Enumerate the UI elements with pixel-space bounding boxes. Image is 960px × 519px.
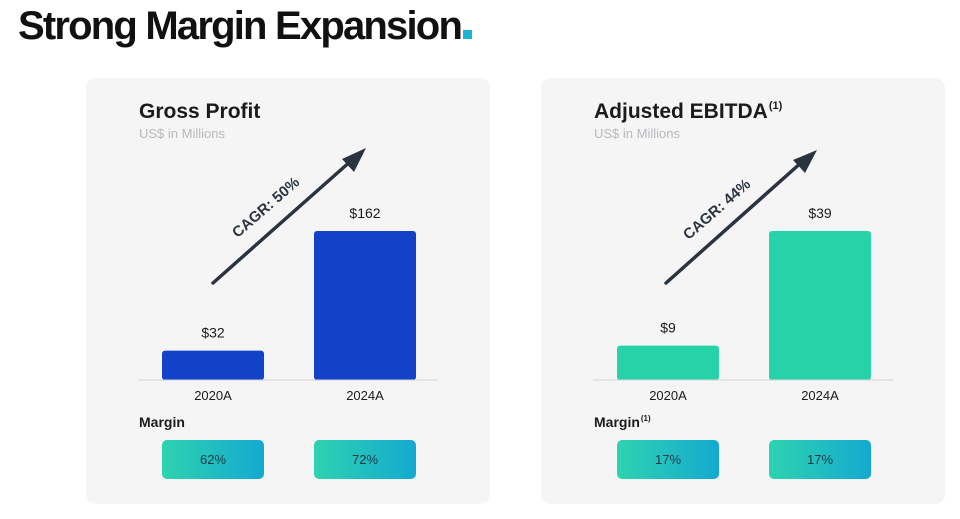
margin-label: Margin	[139, 414, 186, 430]
page-title-text: Strong Margin Expansion	[18, 4, 463, 48]
gross-profit-chart: $32 2020A $162 2024A CAGR: 50%	[138, 148, 438, 403]
chart-title-text: Gross Profit	[139, 100, 261, 123]
bars: $32 2020A $162 2024A	[162, 205, 416, 403]
bar-2024a	[314, 231, 416, 380]
chart-title: Adjusted EBITDA(1)	[594, 100, 782, 124]
cagr-arrow-shaft	[211, 158, 354, 285]
x-tick-label-2020a: 2020A	[194, 388, 232, 403]
margin-value-2020a: 17%	[617, 440, 719, 479]
margin-label: Margin(1)	[594, 414, 651, 430]
x-tick-label-2024a: 2024A	[801, 388, 839, 403]
bar-2020a	[617, 345, 719, 380]
cagr-label: CAGR: 44%	[680, 176, 754, 244]
x-tick-label-2024a: 2024A	[346, 388, 384, 403]
margin-label-text: Margin	[139, 414, 185, 430]
chart-title-text: Adjusted EBITDA	[594, 100, 768, 123]
bar-value-label-2020a: $9	[660, 320, 676, 336]
x-tick-label-2020a: 2020A	[649, 388, 687, 403]
bars: $9 2020A $39 2024A	[617, 205, 871, 403]
cagr-arrow-head	[793, 150, 817, 173]
margin-value-2024a: 17%	[769, 440, 871, 479]
cagr-arrow-shaft	[664, 159, 805, 285]
bar-2024a	[769, 231, 871, 380]
adjusted-ebitda-panel: Adjusted EBITDA(1) US$ in Millions $9 202…	[541, 78, 945, 504]
adjusted-ebitda-chart: $9 2020A $39 2024A CAGR: 44%	[593, 150, 893, 403]
title-accent-dot	[463, 30, 473, 39]
chart-title-footnote: (1)	[768, 100, 783, 112]
cagr-label: CAGR: 50%	[229, 174, 303, 242]
bar-value-label-2024a: $162	[349, 205, 380, 221]
cagr-arrow-head	[342, 148, 366, 172]
margin-value-2020a: 62%	[162, 440, 264, 479]
chart-title: Gross Profit	[139, 100, 261, 124]
chart-subtitle: US$ in Millions	[594, 126, 680, 141]
bar-value-label-2020a: $32	[201, 325, 225, 341]
gross-profit-panel: Gross Profit US$ in Millions $32 2020A $16…	[86, 78, 490, 504]
bar-value-label-2024a: $39	[808, 205, 832, 221]
margin-label-footnote: (1)	[640, 414, 651, 423]
margin-value-2024a: 72%	[314, 440, 416, 479]
margin-label-text: Margin	[594, 414, 640, 430]
chart-subtitle: US$ in Millions	[139, 126, 225, 141]
bar-2020a	[162, 350, 264, 380]
page-title: Strong Margin Expansion	[18, 2, 473, 50]
